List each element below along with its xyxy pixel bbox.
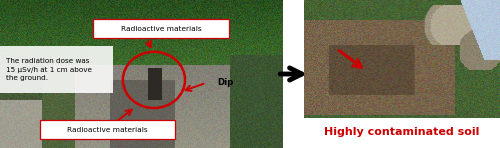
- Text: Dip: Dip: [218, 78, 234, 87]
- Text: Highly contaminated soil: Highly contaminated soil: [324, 127, 480, 137]
- Text: Radioactive materials: Radioactive materials: [120, 26, 202, 32]
- FancyBboxPatch shape: [304, 118, 500, 148]
- FancyBboxPatch shape: [93, 19, 229, 38]
- FancyBboxPatch shape: [0, 46, 113, 93]
- FancyBboxPatch shape: [40, 120, 175, 139]
- Text: The radiation dose was
15 μSv/h at 1 cm above
the ground.: The radiation dose was 15 μSv/h at 1 cm …: [6, 58, 92, 81]
- Text: Radioactive materials: Radioactive materials: [67, 127, 148, 132]
